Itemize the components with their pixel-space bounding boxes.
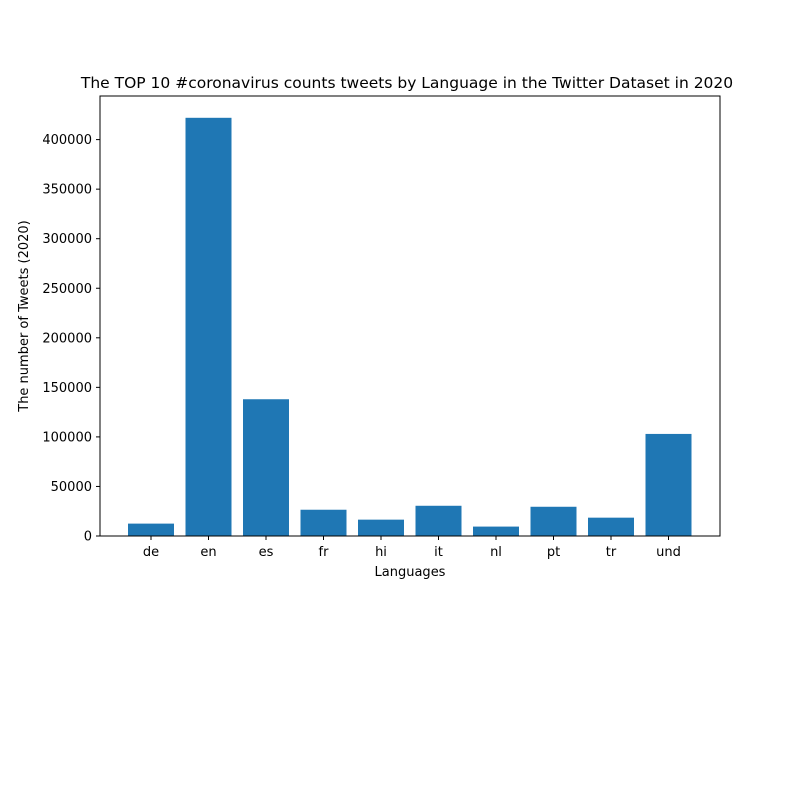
y-tick-label-50000: 50000 <box>51 480 92 495</box>
bar-tr <box>588 517 634 536</box>
bar-hi <box>358 519 404 536</box>
bar-it <box>415 505 462 536</box>
x-tick-label-de: de <box>143 545 159 560</box>
x-axis-label: Languages <box>375 565 446 580</box>
y-axis-label: The number of Tweets (2020) <box>17 220 32 413</box>
x-tick-label-fr: fr <box>319 545 330 560</box>
y-tick-label-0: 0 <box>84 530 92 545</box>
bar-pt <box>530 506 577 536</box>
bars-layer <box>128 117 692 536</box>
bar-es <box>243 399 289 536</box>
y-tick-label-350000: 350000 <box>42 183 92 198</box>
x-tick-label-nl: nl <box>490 545 502 560</box>
y-tick-label-400000: 400000 <box>42 133 92 148</box>
x-tick-label-es: es <box>259 545 274 560</box>
chart-title: The TOP 10 #coronavirus counts tweets by… <box>80 74 733 92</box>
bar-fr <box>300 509 347 536</box>
y-axis-ticks: 0 50000 100000 150000 200000 250000 300000 3500… <box>42 133 100 545</box>
y-tick-label-100000: 100000 <box>42 430 92 445</box>
bar-de <box>128 523 174 536</box>
y-tick-label-150000: 150000 <box>42 381 92 396</box>
y-tick-label-200000: 200000 <box>42 331 92 346</box>
x-tick-label-tr: tr <box>606 545 617 560</box>
x-axis-ticks: de en es fr hi it nl pt tr und <box>143 536 681 560</box>
x-tick-label-und: und <box>656 545 681 560</box>
bar-en <box>185 117 232 536</box>
x-tick-label-pt: pt <box>547 545 560 560</box>
x-tick-label-it: it <box>434 545 443 560</box>
x-tick-label-hi: hi <box>375 545 387 560</box>
bar-nl <box>473 526 519 536</box>
plot-frame <box>99 95 721 537</box>
x-tick-label-en: en <box>200 545 216 560</box>
bar-und <box>645 433 692 536</box>
y-tick-label-300000: 300000 <box>42 232 92 247</box>
y-tick-label-250000: 250000 <box>42 282 92 297</box>
